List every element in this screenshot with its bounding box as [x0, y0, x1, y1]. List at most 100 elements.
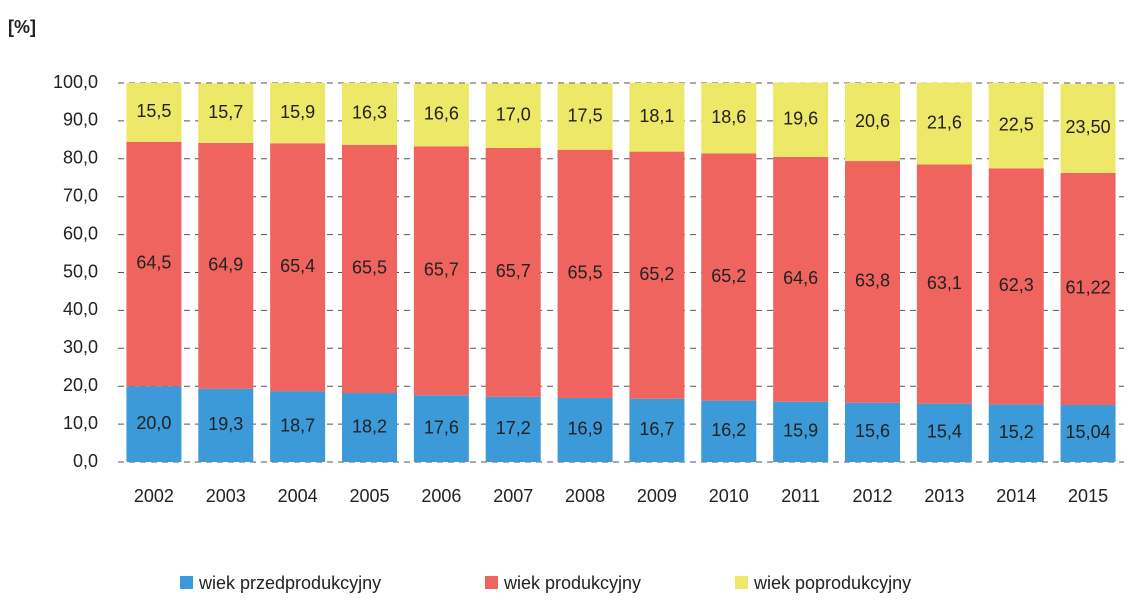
- x-tick-label: 2008: [565, 486, 605, 506]
- y-tick-label: 10,0: [63, 413, 98, 433]
- data-label: 19,6: [783, 109, 818, 129]
- x-tick-label: 2004: [278, 486, 318, 506]
- y-axis-label: [%]: [8, 17, 36, 37]
- data-label: 17,0: [496, 104, 531, 124]
- data-label: 15,4: [927, 422, 962, 442]
- data-label: 22,5: [999, 114, 1034, 134]
- data-label: 15,9: [783, 421, 818, 441]
- bar-segment: [1060, 404, 1116, 462]
- data-label: 17,6: [424, 417, 459, 437]
- bar-segment: [629, 398, 685, 462]
- legend-label: wiek poprodukcyjny: [753, 573, 911, 593]
- bar-segment: [270, 391, 326, 462]
- data-label: 16,9: [568, 419, 603, 439]
- legend-swatch: [485, 576, 498, 589]
- y-tick-label: 100,0: [53, 72, 98, 92]
- bar-segment: [916, 82, 972, 165]
- data-label: 17,2: [496, 418, 531, 438]
- bar-segment: [126, 386, 182, 462]
- data-label: 65,7: [424, 260, 459, 280]
- bar-segment: [557, 149, 613, 398]
- data-label: 16,2: [711, 420, 746, 440]
- y-tick-label: 30,0: [63, 337, 98, 357]
- y-tick-label: 60,0: [63, 223, 98, 243]
- data-label: 65,5: [352, 258, 387, 278]
- data-label: 20,0: [136, 413, 171, 433]
- data-label: 65,2: [711, 266, 746, 286]
- bar-segment: [485, 147, 541, 397]
- x-tick-label: 2005: [349, 486, 389, 506]
- data-label: 16,7: [639, 419, 674, 439]
- x-tick-label: 2015: [1068, 486, 1108, 506]
- data-label: 15,5: [136, 101, 171, 121]
- legend-swatch: [180, 576, 193, 589]
- y-tick-label: 20,0: [63, 375, 98, 395]
- legend-swatch: [735, 576, 748, 589]
- bar-segment: [629, 83, 685, 152]
- y-tick-label: 90,0: [63, 110, 98, 130]
- bar-segment: [1060, 83, 1116, 173]
- x-tick-label: 2009: [637, 486, 677, 506]
- bar-segment: [988, 168, 1044, 405]
- bar-segment: [270, 83, 326, 144]
- data-label: 18,6: [711, 107, 746, 127]
- y-tick-label: 40,0: [63, 299, 98, 319]
- bar-segment: [413, 395, 469, 462]
- bar-segment: [988, 83, 1044, 169]
- data-label: 17,5: [568, 105, 603, 125]
- data-label: 20,6: [855, 111, 890, 131]
- data-label: 19,3: [208, 414, 243, 434]
- data-label: 23,50: [1066, 117, 1111, 137]
- bar-segment: [629, 151, 685, 399]
- bar-segment: [485, 396, 541, 462]
- bar-segment: [916, 164, 972, 404]
- bar-segment: [557, 397, 613, 462]
- bar-segment: [701, 83, 757, 154]
- bar-segment: [988, 404, 1044, 462]
- bar-segment: [701, 153, 757, 401]
- data-label: 21,6: [927, 112, 962, 132]
- data-label: 15,2: [999, 422, 1034, 442]
- x-tick-label: 2007: [493, 486, 533, 506]
- data-label: 18,7: [280, 415, 315, 435]
- bar-segment: [701, 400, 757, 462]
- bar-segment: [413, 83, 469, 147]
- data-label: 16,3: [352, 103, 387, 123]
- x-tick-label: 2010: [709, 486, 749, 506]
- bar-segment: [773, 82, 829, 157]
- x-tick-label: 2013: [924, 486, 964, 506]
- data-label: 65,2: [639, 264, 674, 284]
- bar-segment: [126, 141, 182, 387]
- bar-segment: [845, 161, 900, 403]
- legend-label: wiek przedprodukcyjny: [198, 573, 381, 593]
- data-label: 64,9: [208, 255, 243, 275]
- data-label: 63,1: [927, 273, 962, 293]
- x-tick-label: 2014: [996, 486, 1036, 506]
- data-label: 65,4: [280, 256, 315, 276]
- data-label: 18,2: [352, 416, 387, 436]
- bar-segment: [126, 83, 182, 142]
- bar-segment: [845, 402, 900, 462]
- y-tick-label: 80,0: [63, 148, 98, 168]
- data-label: 64,5: [136, 253, 171, 273]
- data-label: 15,9: [280, 102, 315, 122]
- bar-segment: [916, 403, 972, 462]
- x-tick-label: 2012: [852, 486, 892, 506]
- bar-segment: [773, 156, 829, 402]
- x-tick-label: 2006: [421, 486, 461, 506]
- data-label: 65,7: [496, 261, 531, 281]
- y-tick-label: 50,0: [63, 261, 98, 281]
- data-label: 18,1: [639, 106, 674, 126]
- bar-segment: [557, 83, 613, 150]
- bar-segment: [198, 388, 254, 462]
- x-tick-label: 2011: [781, 486, 820, 506]
- y-tick-label: 70,0: [63, 185, 98, 205]
- bar-segment: [485, 83, 541, 148]
- data-label: 16,6: [424, 104, 459, 124]
- data-label: 63,8: [855, 271, 890, 291]
- data-label: 61,22: [1066, 278, 1111, 298]
- bar-segment: [413, 146, 469, 396]
- data-label: 15,04: [1066, 422, 1111, 442]
- bar-segment: [342, 83, 397, 145]
- y-tick-label: 0,0: [73, 451, 98, 471]
